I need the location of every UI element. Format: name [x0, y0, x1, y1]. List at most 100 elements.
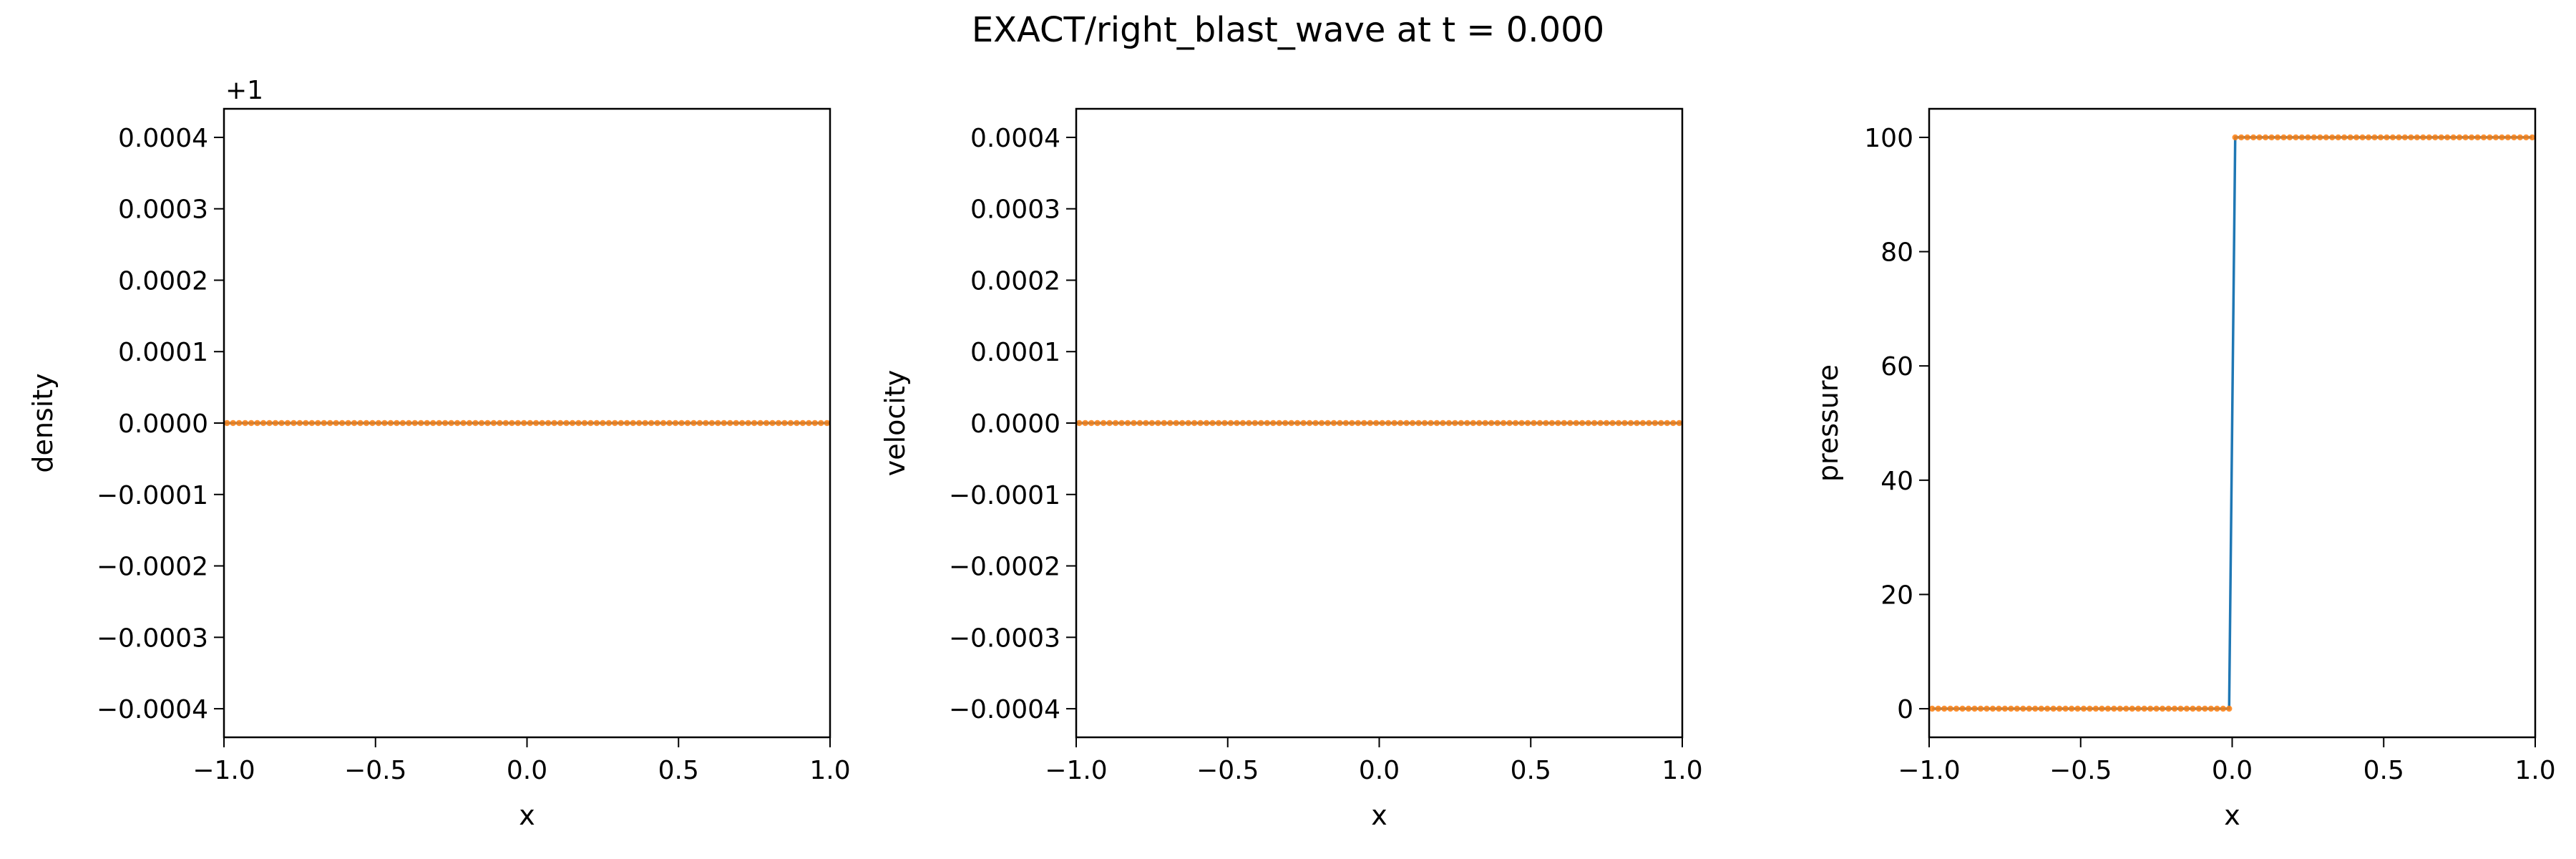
pressure-marker	[2432, 134, 2439, 141]
pressure-marker	[2244, 134, 2250, 141]
density-marker	[291, 419, 297, 427]
pressure-marker	[2280, 134, 2287, 141]
velocity-marker	[1094, 419, 1101, 427]
pressure-marker	[2371, 134, 2378, 141]
pressure-marker	[2450, 134, 2457, 141]
density-marker	[497, 419, 503, 427]
velocity-marker	[1385, 419, 1392, 427]
velocity-marker	[1397, 419, 1404, 427]
density-ytick-label: 0.0001	[118, 338, 208, 367]
pressure-marker	[2165, 705, 2172, 712]
density-marker	[521, 419, 527, 427]
pressure-marker	[2111, 705, 2117, 712]
velocity-marker	[1409, 419, 1416, 427]
pressure-subplot: −1.0 −0.5 0.0 0.5 1.0 0 20 40 60 80 100 x pressure	[1813, 107, 2556, 831]
velocity-marker	[1330, 419, 1337, 427]
density-marker	[751, 419, 758, 427]
density-ytick-label: −0.0001	[97, 481, 208, 510]
density-marker	[260, 419, 267, 427]
velocity-marker	[1167, 419, 1174, 427]
density-marker	[448, 419, 454, 427]
velocity-marker	[1367, 419, 1374, 427]
velocity-marker	[1288, 419, 1294, 427]
density-marker	[441, 419, 449, 427]
density-marker	[799, 419, 806, 427]
density-marker	[490, 419, 497, 427]
velocity-marker	[1209, 419, 1216, 427]
pressure-marker	[1977, 705, 1984, 712]
density-marker	[769, 419, 776, 427]
density-marker	[230, 419, 236, 427]
density-ytick-label: −0.0004	[97, 695, 208, 724]
pressure-marker	[2026, 705, 2032, 712]
density-marker	[460, 419, 467, 427]
velocity-marker	[1561, 419, 1568, 427]
density-marker	[738, 419, 746, 427]
pressure-marker	[2087, 705, 2093, 712]
velocity-marker	[1131, 419, 1137, 427]
density-marker	[338, 419, 346, 427]
pressure-marker	[2147, 705, 2154, 712]
pressure-marker	[2298, 134, 2306, 141]
velocity-ytick-label: 0.0001	[970, 338, 1060, 367]
pressure-xtick-label: 0.5	[2363, 756, 2404, 785]
density-marker	[654, 419, 660, 427]
velocity-marker	[1148, 419, 1156, 427]
pressure-marker	[2311, 134, 2318, 141]
velocity-marker	[1143, 419, 1149, 427]
pressure-marker	[2293, 134, 2299, 141]
density-marker	[394, 419, 400, 427]
density-marker	[266, 419, 273, 427]
velocity-marker	[1106, 419, 1113, 427]
velocity-marker	[1234, 419, 1240, 427]
velocity-xlabel: x	[1371, 800, 1387, 831]
velocity-marker	[1615, 419, 1622, 427]
velocity-marker	[1567, 419, 1574, 427]
density-marker	[678, 419, 685, 427]
pressure-marker	[2068, 705, 2075, 712]
density-marker	[303, 419, 309, 427]
velocity-marker	[1215, 419, 1222, 427]
density-marker	[745, 419, 751, 427]
density-marker	[315, 419, 321, 427]
pressure-marker	[2274, 134, 2281, 141]
density-marker	[824, 419, 830, 427]
pressure-marker	[1996, 705, 2002, 712]
pressure-marker	[2232, 134, 2238, 141]
density-marker	[733, 419, 739, 427]
density-ytick-label: −0.0003	[97, 623, 208, 653]
velocity-marker	[1136, 419, 1143, 427]
density-marker	[696, 419, 703, 427]
pressure-marker	[2062, 705, 2069, 712]
pressure-marker	[2492, 134, 2499, 141]
velocity-marker	[1118, 419, 1125, 427]
pressure-marker	[2286, 134, 2293, 141]
velocity-marker	[1670, 419, 1677, 427]
density-marker	[624, 419, 630, 427]
velocity-marker	[1076, 419, 1083, 427]
velocity-ytick-label: −0.0003	[949, 623, 1060, 653]
velocity-marker	[1488, 419, 1495, 427]
pressure-markers	[1929, 134, 2535, 712]
pressure-marker	[2256, 134, 2263, 141]
density-marker	[363, 419, 370, 427]
density-xlabel: x	[519, 800, 535, 831]
density-marker	[533, 419, 540, 427]
pressure-marker	[2214, 705, 2220, 712]
density-marker	[369, 419, 376, 427]
density-marker	[642, 419, 648, 427]
pressure-marker	[2523, 134, 2529, 141]
density-marker	[757, 419, 763, 427]
velocity-marker	[1428, 419, 1434, 427]
velocity-xtick-label: −1.0	[1045, 756, 1107, 785]
density-ytick-label: −0.0002	[97, 553, 208, 582]
density-marker	[551, 419, 557, 427]
pressure-marker	[2456, 134, 2463, 141]
pressure-marker	[2335, 134, 2341, 141]
density-marker	[387, 419, 394, 427]
pressure-marker	[2377, 134, 2384, 141]
density-ytick-label: 0.0002	[118, 266, 208, 296]
density-marker	[357, 419, 364, 427]
pressure-marker	[2353, 134, 2360, 141]
